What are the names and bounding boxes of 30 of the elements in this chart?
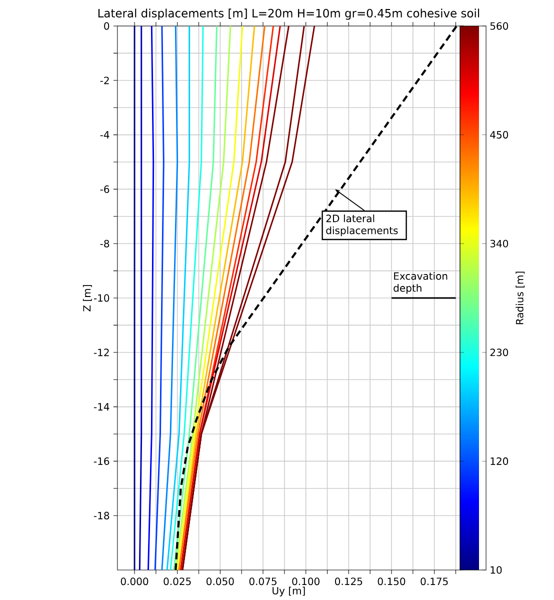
annotation: Excavation depth [393,272,447,294]
y-tick-label: -4 [100,131,110,138]
color-bar-label: 450 [490,131,508,139]
color-bar-label: 120 [490,457,508,465]
chart-title: Lateral displacements [m] L=20m H=10m gr=0.45m cohesive soil [98,8,479,20]
color-bar-label: 560 [490,22,508,30]
y-tick-label: -8 [100,240,109,248]
y-tick-label: -18 [94,512,109,520]
x-tick-label: 0.025 [164,578,191,586]
x-tick-label: 0.150 [378,578,405,586]
annotation: 2D lateral displacements [326,214,398,236]
y-axis-title: Z [m] [82,285,92,312]
y-tick-label: -10 [94,294,109,302]
x-tick-label: 0.000 [120,578,148,586]
y-tick-label: -14 [94,403,110,410]
color-bar-title: Radius [m] [515,272,524,324]
color-bar-label: 10 [490,566,502,574]
x-tick-label: 0.175 [420,578,448,586]
x-tick-label: 0.100 [292,578,320,586]
x-tick-label: 0.075 [249,578,276,586]
y-tick-label: -16 [94,457,109,465]
y-tick-label: 0 [104,22,109,30]
y-tick-label: -6 [100,185,109,193]
x-tick-label: 0.125 [334,578,362,586]
y-tick-label: -2 [100,76,109,84]
y-tick-label: -12 [94,348,109,356]
x-tick-label: 0.050 [206,578,234,586]
color-bar-label: 230 [490,348,508,356]
x-axis-title: Uy [m] [272,586,305,596]
color-bar-label: 340 [490,240,508,248]
